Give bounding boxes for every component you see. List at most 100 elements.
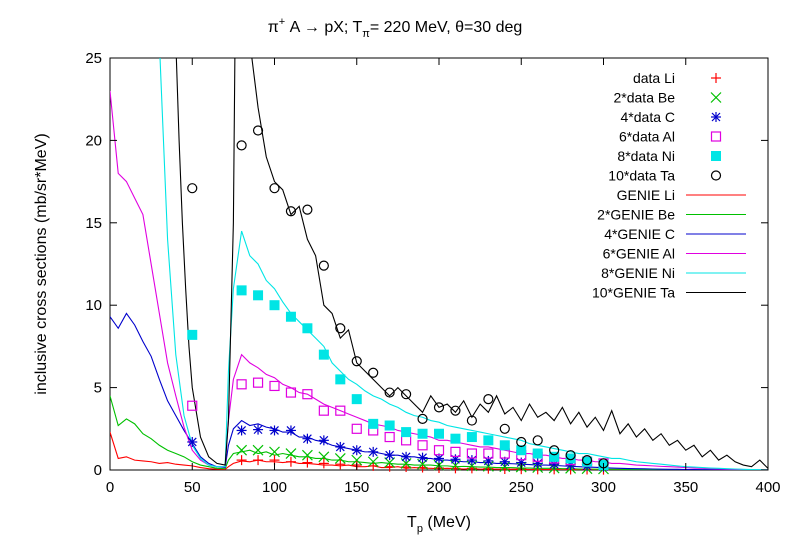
data-point (384, 431, 395, 443)
data-point (417, 440, 428, 451)
data-point (302, 323, 313, 334)
data-point (401, 435, 412, 446)
y-axis-title: inclusive cross sections (mb/sr*MeV) (33, 133, 50, 394)
data-point (351, 394, 362, 405)
data-point (565, 450, 576, 461)
data-point (532, 435, 543, 446)
data-point (335, 459, 346, 470)
data-point (253, 455, 264, 466)
data-point (581, 455, 593, 466)
model-curves (110, 58, 768, 470)
data-point (499, 423, 510, 434)
y-tick-label: 15 (85, 215, 102, 232)
data-point (285, 456, 296, 467)
data-point (401, 389, 412, 400)
legend-label: 4*GENIE C (604, 226, 675, 242)
x-tick-label: 250 (509, 479, 534, 496)
data-point (417, 452, 428, 463)
data-point (532, 448, 543, 459)
data-points (187, 125, 609, 475)
data-point (269, 183, 280, 194)
data-point (384, 387, 395, 398)
legend-marker (710, 131, 722, 142)
x-tick-label: 150 (344, 479, 369, 496)
legend-label: 10*data Ta (608, 168, 675, 184)
data-point (253, 424, 264, 435)
data-point (351, 445, 362, 456)
x-tick-label: 0 (106, 479, 114, 496)
data-point (285, 311, 296, 322)
data-point (466, 432, 477, 443)
data-point (466, 460, 478, 472)
data-point (351, 356, 362, 367)
data-point (236, 140, 247, 151)
data-point (368, 418, 379, 429)
data-point (253, 290, 264, 301)
data-point (335, 441, 346, 452)
legend-label: 6*data Al (619, 129, 675, 145)
data-point (401, 451, 412, 462)
legend-label: data Li (633, 70, 675, 86)
x-tick-label: 100 (262, 479, 287, 496)
data-point (318, 451, 330, 463)
legend-marker (710, 92, 722, 103)
data-point (187, 436, 198, 447)
y-axis: 0 5 10 15 20 25 (85, 50, 768, 479)
data-point (466, 415, 477, 426)
data-point (335, 374, 346, 385)
legend-label: 8*GENIE Ni (601, 265, 675, 281)
data-point (433, 402, 445, 413)
data-point (285, 425, 296, 436)
data-point (301, 449, 313, 461)
data-point (269, 380, 280, 392)
data-point (549, 451, 560, 462)
x-tick-label: 300 (591, 479, 616, 496)
y-tick-label: 25 (85, 50, 102, 67)
data-point (483, 435, 494, 446)
data-point (285, 206, 297, 217)
plot-area: 0 50 100 150 200 250 300 350 400 0 5 10 15 20 25 (85, 50, 780, 496)
y-tick-label: 20 (85, 132, 102, 149)
data-point (252, 444, 264, 456)
data-point (499, 440, 510, 451)
legend-label: GENIE Li (617, 187, 675, 203)
data-point (565, 453, 576, 464)
legend: data Li 2*data Be 4*data C 6*data Al 8*data … (592, 70, 746, 301)
data-point (401, 427, 412, 438)
data-point (482, 460, 494, 472)
legend-label: 10*GENIE Ta (592, 285, 675, 301)
x-tick-label: 200 (426, 479, 451, 496)
data-point (236, 425, 247, 436)
data-point (483, 394, 494, 405)
data-point (549, 445, 560, 456)
data-point (532, 458, 543, 469)
data-point (318, 405, 329, 416)
data-point (236, 444, 248, 456)
legend-marker (710, 170, 722, 181)
data-point (269, 300, 280, 311)
data-point (516, 436, 527, 448)
data-point (318, 349, 329, 360)
legend-label: 6*GENIE Al (603, 246, 675, 262)
data-point (236, 285, 247, 296)
data-point (252, 125, 264, 136)
legend-marker (711, 73, 721, 83)
data-point (516, 445, 527, 456)
model-line (175, 58, 768, 469)
data-point (236, 455, 247, 466)
data-point (417, 428, 428, 439)
data-point (318, 435, 329, 446)
model-line (110, 395, 768, 470)
model-line (110, 312, 768, 470)
data-point (433, 445, 445, 456)
data-point (450, 433, 461, 444)
data-point (351, 423, 362, 434)
data-point (450, 405, 461, 416)
y-tick-label: 0 (94, 462, 102, 479)
legend-marker (711, 112, 721, 122)
data-point (252, 377, 264, 388)
data-point (368, 367, 379, 378)
data-point (384, 450, 395, 461)
x-axis-title: Tp (MeV) (407, 514, 471, 535)
model-line (159, 58, 768, 470)
